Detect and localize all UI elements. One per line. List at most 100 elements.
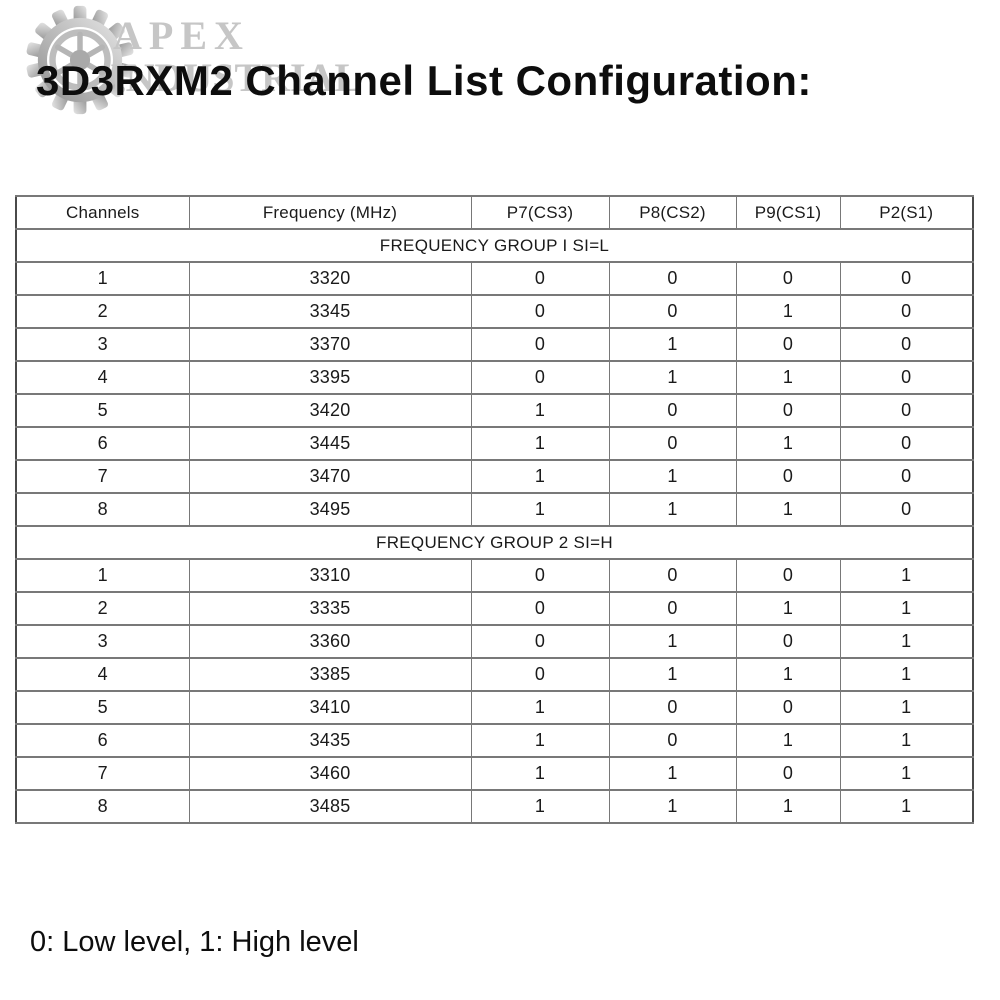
table-cell: 0 (735, 393, 841, 428)
table-row: 3 3370 0 1 0 0 (15, 327, 974, 362)
table-cell: 3320 (188, 261, 472, 296)
table-cell: 3370 (188, 327, 472, 362)
table-cell: 0 (735, 624, 841, 659)
table-cell: 1 (470, 690, 610, 725)
table-row: 7 3460 1 1 0 1 (15, 756, 974, 791)
table-cell: 0 (608, 723, 737, 758)
table-cell: 1 (608, 492, 737, 527)
table-cell: 0 (608, 558, 737, 593)
table-cell: 0 (735, 690, 841, 725)
table-cell: 1 (470, 789, 610, 824)
column-header: Frequency (MHz) (188, 195, 472, 230)
table-cell: 1 (735, 789, 841, 824)
table-cell: 1 (839, 657, 974, 692)
table-cell: 5 (15, 690, 190, 725)
table-cell: 0 (839, 492, 974, 527)
table-row: 6 3445 1 0 1 0 (15, 426, 974, 461)
table-cell: 1 (470, 393, 610, 428)
table-cell: 3495 (188, 492, 472, 527)
table-cell: 0 (839, 426, 974, 461)
table-cell: 1 (15, 261, 190, 296)
table-cell: 3395 (188, 360, 472, 395)
table-row: 8 3495 1 1 1 0 (15, 492, 974, 527)
table-cell: 0 (839, 459, 974, 494)
table-body: FREQUENCY GROUP I SI=L 1 3320 0 0 0 0 2 3345 0 0 1 0… (15, 228, 974, 824)
group-header-row: FREQUENCY GROUP 2 SI=H (15, 525, 974, 560)
table-cell: 0 (735, 327, 841, 362)
table-row: 8 3485 1 1 1 1 (15, 789, 974, 824)
gear-icon (26, 5, 134, 115)
table-cell: 1 (839, 591, 974, 626)
table-cell: 1 (608, 459, 737, 494)
table-cell: 5 (15, 393, 190, 428)
table-cell: 0 (839, 360, 974, 395)
table-cell: 1 (608, 789, 737, 824)
table-cell: 1 (735, 360, 841, 395)
table-cell: 1 (839, 789, 974, 824)
table-cell: 1 (735, 723, 841, 758)
table-row: 3 3360 0 1 0 1 (15, 624, 974, 659)
table-cell: 1 (608, 624, 737, 659)
table-cell: 0 (839, 261, 974, 296)
legend-text: 0: Low level, 1: High level (30, 926, 359, 958)
table-cell: 1 (470, 426, 610, 461)
table-cell: 0 (839, 327, 974, 362)
table-cell: 1 (839, 690, 974, 725)
table-cell: 6 (15, 723, 190, 758)
table-cell: 0 (735, 261, 841, 296)
header-row: Channels Frequency (MHz) P7(CS3) P8(CS2) P9(… (15, 195, 974, 230)
table-cell: 1 (470, 756, 610, 791)
table-cell: 7 (15, 756, 190, 791)
table-cell: 0 (470, 261, 610, 296)
table-cell: 0 (735, 558, 841, 593)
column-header: Channels (15, 195, 190, 230)
table-cell: 3445 (188, 426, 472, 461)
group-header-row: FREQUENCY GROUP I SI=L (15, 228, 974, 263)
table-row: 2 3335 0 0 1 1 (15, 591, 974, 626)
table-cell: 0 (470, 294, 610, 329)
table-cell: 1 (839, 558, 974, 593)
table-cell: 0 (470, 624, 610, 659)
table-cell: 1 (839, 756, 974, 791)
table-cell: 3385 (188, 657, 472, 692)
channel-table-container: Channels Frequency (MHz) P7(CS3) P8(CS2) P9(… (15, 195, 974, 824)
table-cell: 1 (608, 657, 737, 692)
table-row: 2 3345 0 0 1 0 (15, 294, 974, 329)
table-cell: 1 (470, 723, 610, 758)
table-cell: 3435 (188, 723, 472, 758)
table-cell: 0 (470, 327, 610, 362)
table-cell: 1 (470, 459, 610, 494)
table-cell: 3 (15, 624, 190, 659)
table-cell: 3345 (188, 294, 472, 329)
table-cell: 1 (735, 591, 841, 626)
table-cell: 3470 (188, 459, 472, 494)
table-cell: 0 (735, 756, 841, 791)
watermark-brand-line2: INDUSTRIAL (110, 55, 362, 100)
table-cell: 4 (15, 657, 190, 692)
table-cell: 1 (735, 657, 841, 692)
table-row: 1 3320 0 0 0 0 (15, 261, 974, 296)
table-cell: 3 (15, 327, 190, 362)
table-cell: 3335 (188, 591, 472, 626)
table-cell: 0 (470, 591, 610, 626)
group-header-label: FREQUENCY GROUP 2 SI=H (15, 525, 974, 560)
table-row: 5 3420 1 0 0 0 (15, 393, 974, 428)
table-cell: 0 (608, 591, 737, 626)
table-cell: 3310 (188, 558, 472, 593)
table-row: 5 3410 1 0 0 1 (15, 690, 974, 725)
column-header: P9(CS1) (735, 195, 841, 230)
table-cell: 6 (15, 426, 190, 461)
table-row: 4 3385 0 1 1 1 (15, 657, 974, 692)
page-title: 3D3RXM2 Channel List Configuration: (36, 57, 812, 104)
table-row: 1 3310 0 0 0 1 (15, 558, 974, 593)
table-cell: 2 (15, 294, 190, 329)
table-cell: 0 (608, 690, 737, 725)
table-cell: 1 (735, 294, 841, 329)
table-cell: 1 (839, 624, 974, 659)
table-row: 7 3470 1 1 0 0 (15, 459, 974, 494)
table-cell: 0 (608, 261, 737, 296)
table-cell: 0 (608, 426, 737, 461)
table-cell: 0 (470, 360, 610, 395)
table-row: 6 3435 1 0 1 1 (15, 723, 974, 758)
table-cell: 1 (608, 756, 737, 791)
